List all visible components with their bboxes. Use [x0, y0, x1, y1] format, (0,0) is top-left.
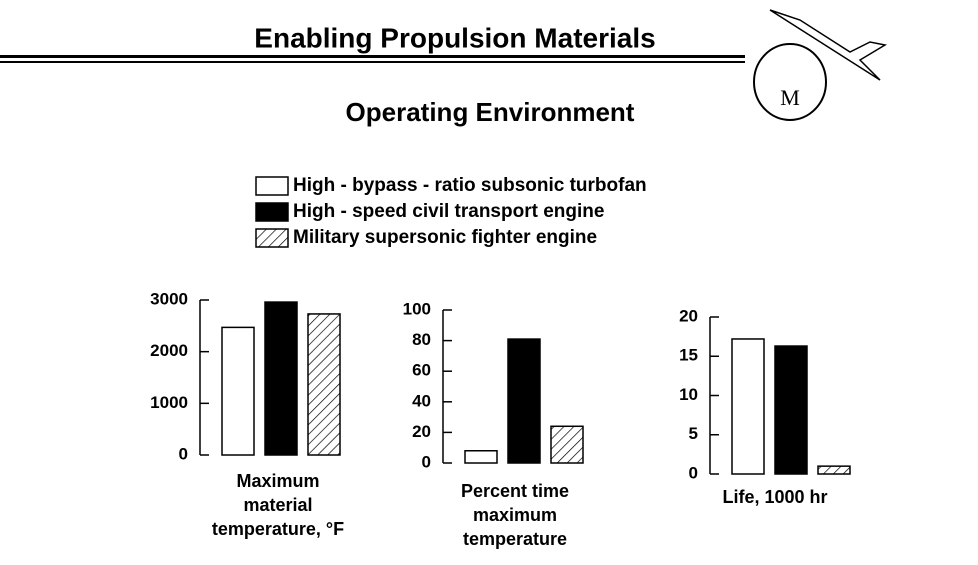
y-tick-label: 3000 [150, 289, 188, 308]
x-axis-label: Percent time [461, 481, 569, 501]
bar [308, 314, 340, 455]
svg-text:M: M [780, 85, 800, 110]
y-tick-label: 0 [689, 463, 698, 482]
y-tick-label: 0 [179, 444, 188, 463]
y-tick-label: 0 [422, 452, 431, 471]
y-tick-label: 20 [412, 422, 431, 441]
y-tick-label: 5 [689, 424, 698, 443]
slide: Enabling Propulsion Materials M Operatin… [0, 0, 978, 560]
x-axis-label: temperature [463, 529, 567, 549]
bar [222, 327, 254, 455]
legend: High - bypass - ratio subsonic turbofan H… [256, 175, 647, 248]
y-tick-label: 15 [679, 346, 698, 365]
y-tick-label: 2000 [150, 341, 188, 360]
y-tick-label: 60 [412, 361, 431, 380]
legend-label: Military supersonic fighter engine [293, 227, 597, 248]
bar [551, 426, 583, 463]
bar [265, 302, 297, 455]
x-axis-label: Life, 1000 hr [722, 487, 827, 507]
title: Enabling Propulsion Materials [254, 22, 655, 53]
legend-swatch [256, 177, 288, 195]
x-axis-label: maximum [473, 505, 557, 525]
charts: 0100020003000Maximummaterialtemperature,… [150, 289, 850, 548]
legend-label: High - speed civil transport engine [293, 201, 604, 222]
y-tick-label: 20 [679, 306, 698, 325]
y-tick-label: 40 [412, 391, 431, 410]
bar [732, 339, 764, 474]
x-axis-label: temperature, °F [212, 519, 344, 539]
page: {"header": {"title": "Enabling Propulsio… [0, 0, 978, 560]
legend-swatch [256, 203, 288, 221]
y-tick-label: 10 [679, 385, 698, 404]
rule [0, 55, 745, 58]
bar [775, 346, 807, 474]
rule [0, 61, 745, 63]
y-tick-label: 1000 [150, 393, 188, 412]
x-axis-label: material [243, 495, 312, 515]
subtitle: Operating Environment [346, 97, 635, 127]
y-tick-label: 80 [412, 330, 431, 349]
legend-swatch [256, 229, 288, 247]
bar [818, 466, 850, 474]
y-tick-label: 100 [403, 299, 431, 318]
x-axis-label: Maximum [236, 471, 319, 491]
bar [465, 451, 497, 463]
logo: M [754, 10, 885, 120]
bar [508, 339, 540, 463]
legend-label: High - bypass - ratio subsonic turbofan [293, 175, 647, 196]
